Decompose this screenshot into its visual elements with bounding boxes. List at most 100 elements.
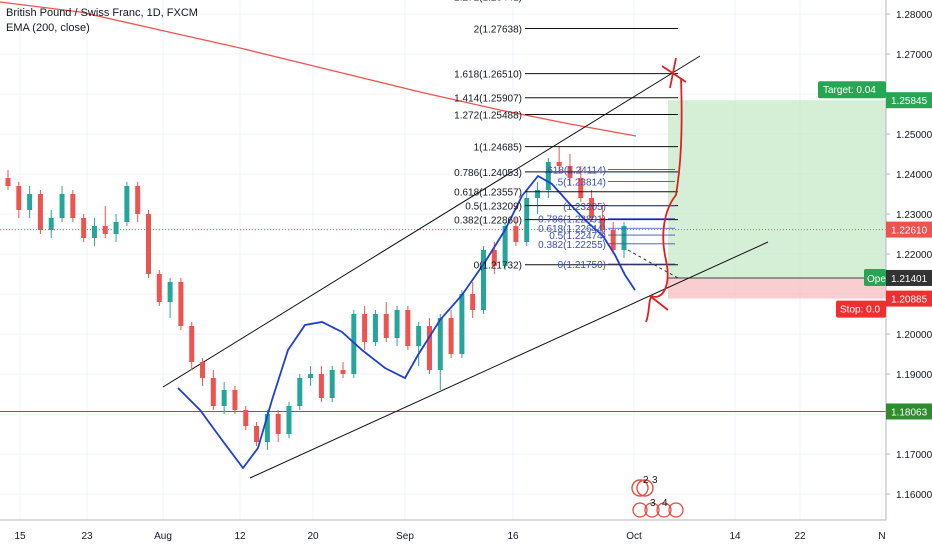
x-tick-label-6: 16: [507, 531, 519, 542]
candle-body-5: [59, 194, 65, 218]
stop-label-bg: [836, 300, 886, 318]
fib-label-10: 0(1.21732): [474, 261, 522, 272]
axes: 1.28000 1.27000 1.25000 1.24000 1.23000 1.220…: [0, 0, 932, 542]
candle-body-41: [448, 318, 454, 354]
candle-body-31: [340, 370, 346, 374]
candle-body-0: [5, 178, 11, 186]
fib-label-7: 0.618(1.23557): [454, 188, 522, 199]
fib-label-9: 0.382(1.22860): [454, 216, 522, 227]
candle-body-17: [189, 326, 195, 362]
x-tick-label-8: 14: [729, 531, 741, 542]
marker-circle-row-1: [644, 502, 660, 518]
candle-body-30: [329, 370, 335, 398]
ema-line: [0, 1, 637, 137]
fib-label-3: 1.414(1.25907): [454, 94, 522, 105]
candle-body-49: [535, 190, 541, 198]
ema-200-line: [0, 1, 637, 137]
y-tick-label-9: 1.16000: [896, 490, 932, 501]
x-tick-label-5: Sep: [396, 531, 414, 542]
x-tick-label-0: 15: [14, 531, 26, 542]
candle-body-34: [372, 314, 378, 342]
channel-upper-line: [162, 55, 701, 388]
candle-body-42: [459, 294, 465, 354]
x-tick-label-2: Aug: [154, 531, 172, 542]
hand-annotations: [645, 57, 687, 323]
y-tick-label-1: 1.27000: [896, 50, 932, 61]
y-tick-label-2: 1.25000: [896, 130, 932, 141]
candle-body-9: [102, 226, 108, 234]
entry-price-badge-bg: [886, 269, 932, 286]
fib-label-1: 2(1.27638): [474, 24, 522, 35]
fib-small-label-7: 0(1.21750): [558, 260, 606, 271]
x-tick-label-3: 12: [234, 531, 246, 542]
candle-body-27: [297, 378, 303, 406]
target-zone: [668, 100, 886, 278]
candle-body-10: [113, 222, 119, 234]
fib-small-label-0: .618(1.24114): [544, 165, 606, 176]
candle-body-25: [275, 414, 281, 434]
y-tick-label-7: 1.19000: [896, 370, 932, 381]
current-price-badge: 1.22610: [891, 226, 928, 237]
stop-price-badge: 1.20885: [891, 295, 928, 306]
blue-wave-path: [177, 174, 636, 470]
marker-circle-row-0: [632, 502, 648, 518]
red-arrow-path: [645, 77, 683, 323]
y-tick-label-4: 1.23000: [896, 210, 932, 221]
x-tick-label-7: Oct: [626, 531, 642, 542]
candle-body-46: [502, 226, 508, 266]
candle-body-21: [232, 390, 238, 410]
candle-body-29: [318, 374, 324, 398]
y-tick-label-8: 1.17000: [896, 450, 932, 461]
stop-price-badge-bg: [886, 290, 932, 307]
candle-body-13: [145, 214, 151, 274]
fib-small-label-2: (1.23205): [563, 202, 606, 213]
fib-label-2: 1.618(1.26510): [454, 70, 522, 81]
trend-channel: [162, 55, 769, 479]
candle-body-7: [81, 218, 87, 238]
candle-body-33: [362, 314, 368, 342]
candle-body-50: [545, 162, 551, 190]
candle-body-14: [156, 274, 162, 302]
channel-lower-line: [249, 241, 769, 479]
candle-body-54: [589, 198, 595, 218]
fib-small-label-6: 0.382(1.22255): [538, 240, 606, 251]
fib-label-6: 0.786(1.24053): [454, 168, 522, 179]
candle-body-32: [351, 314, 357, 374]
indicator-label: EMA (200, close): [6, 22, 90, 34]
candle-body-51: [556, 162, 562, 166]
drawn-path: [177, 174, 636, 470]
candle-body-37: [405, 310, 411, 346]
candle-body-22: [243, 410, 249, 426]
fib-label-5: 1(1.24685): [474, 143, 522, 154]
candle-body-57: [621, 226, 627, 250]
marker-circle-2: [636, 479, 654, 497]
candle-body-23: [254, 426, 260, 442]
candle-body-4: [48, 218, 54, 230]
fib-label-4: 1.272(1.25488): [454, 110, 522, 121]
x-tick-label-9: 22: [794, 531, 806, 542]
entry-price-badge: 1.21401: [891, 274, 928, 285]
fib-label-0: 2.272(1.28441): [454, 0, 522, 3]
target-price-badge-bg: [886, 92, 932, 109]
fib-small-label-1: .5(1.23814): [555, 177, 606, 188]
chart-title: British Pound / Swiss Franc, 1D, FXCM: [6, 7, 198, 19]
fib-small-label-5: 0.5(1.22474): [549, 231, 606, 242]
candle-body-40: [437, 318, 443, 370]
target-label-bg: [818, 81, 886, 99]
candle-body-55: [599, 218, 605, 230]
current-price-badge-bg: [886, 221, 932, 238]
candle-body-20: [221, 390, 227, 406]
candle-body-47: [513, 226, 519, 242]
fib-small-label-4: 0.618(1.22644): [538, 224, 606, 235]
candle-body-24: [264, 414, 270, 442]
candle-body-2: [27, 194, 33, 210]
candle-body-56: [610, 230, 616, 250]
position-zones: [668, 100, 886, 299]
marker-label-2: 3: [652, 475, 658, 486]
candle-body-36: [394, 310, 400, 338]
candle-body-39: [426, 326, 432, 370]
candle-body-53: [578, 178, 584, 198]
target-label: Target: 0.04: [823, 85, 876, 96]
